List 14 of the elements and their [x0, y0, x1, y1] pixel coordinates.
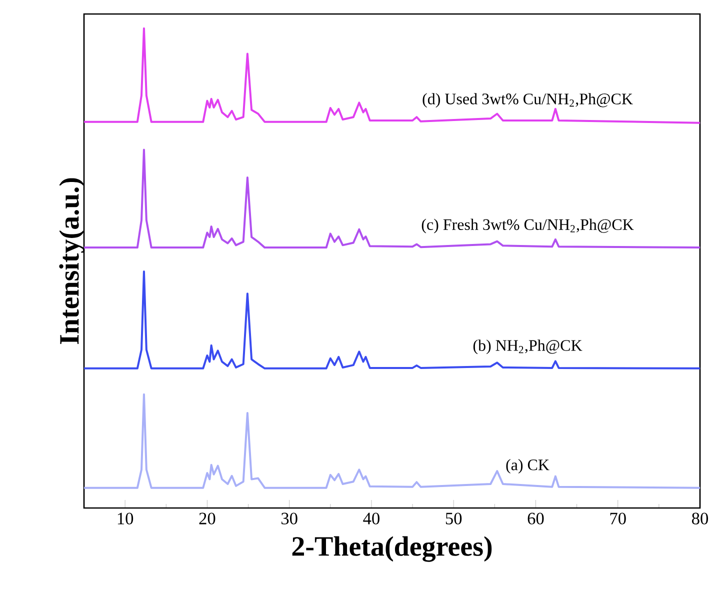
x-tick-label: 50	[446, 512, 462, 525]
x-tick-label: 60	[528, 512, 544, 525]
x-tick-label: 20	[199, 512, 216, 525]
series-label: (c) Fresh 3wt% Cu/NH$_{2}$,Ph@CK	[422, 218, 634, 234]
series-label: (b) NH$_{2}$,Ph@CK	[473, 340, 582, 354]
y-axis-title: Intensity(a.u.)	[59, 178, 85, 344]
series-label: (d) Used 3wt% Cu/NH$_{2}$,Ph@CK	[422, 93, 633, 108]
x-tick-label: 70	[610, 512, 626, 525]
series-label: (a) CK	[506, 459, 550, 474]
x-tick-label: 80	[692, 512, 708, 525]
x-tick-label: 40	[363, 512, 380, 525]
x-tick-label: 30	[282, 512, 298, 525]
x-tick-label: 10	[118, 512, 134, 525]
x-axis-title: 2-Theta(degrees)	[292, 536, 492, 562]
